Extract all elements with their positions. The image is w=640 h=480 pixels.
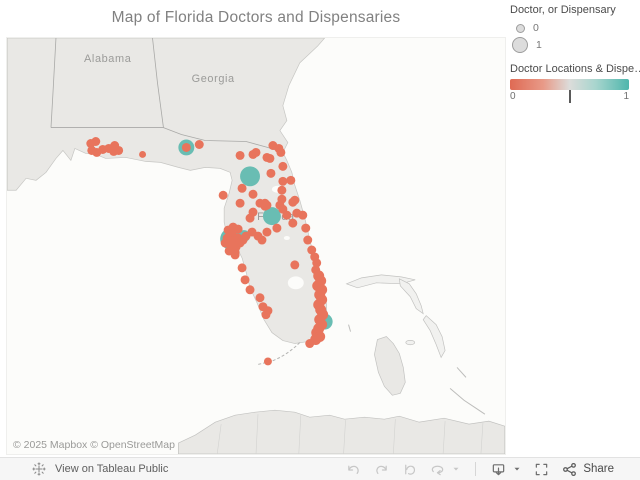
map-mark[interactable] xyxy=(235,150,245,160)
map-mark[interactable] xyxy=(240,166,260,187)
map-mark[interactable] xyxy=(305,339,315,349)
undo-icon[interactable] xyxy=(346,462,361,477)
map-mark[interactable] xyxy=(260,198,270,208)
view-on-tableau-link[interactable]: View on Tableau Public xyxy=(55,463,169,475)
color-gradient-scale: 0 1 xyxy=(510,90,629,104)
download-icon[interactable] xyxy=(491,462,506,477)
map-mark[interactable] xyxy=(262,207,281,226)
gradient-max-label: 1 xyxy=(623,91,629,102)
share-label: Share xyxy=(583,463,614,475)
map-mark[interactable] xyxy=(240,275,250,285)
toolbar-right: Share xyxy=(346,462,614,477)
map-attribution: © 2025 Mapbox © OpenStreetMap xyxy=(10,439,178,451)
map-mark[interactable] xyxy=(303,235,313,245)
viz-title: Map of Florida Doctors and Dispensaries xyxy=(111,9,401,26)
map-mark[interactable] xyxy=(218,190,228,200)
size-legend-label: 1 xyxy=(536,39,542,51)
bahamas-islands xyxy=(345,274,486,415)
replay-icon[interactable] xyxy=(402,462,417,477)
map-mark[interactable] xyxy=(139,150,147,158)
map-mark[interactable] xyxy=(266,168,276,178)
map-mark[interactable] xyxy=(255,293,265,303)
map-mark[interactable] xyxy=(298,210,308,220)
map-mark[interactable] xyxy=(235,198,245,208)
size-circle-small xyxy=(516,23,525,33)
map-mark[interactable] xyxy=(237,183,247,193)
map-mark[interactable] xyxy=(262,227,272,237)
map-mark[interactable] xyxy=(272,223,282,233)
download-caret-icon[interactable] xyxy=(513,465,521,473)
map-mark[interactable] xyxy=(290,195,300,205)
legend-panel: Doctor, or Dispensary 0 1 Doctor Locatio… xyxy=(508,2,640,104)
map-mark[interactable] xyxy=(301,223,311,233)
map-mark[interactable] xyxy=(251,147,261,157)
map-mark[interactable] xyxy=(290,260,300,270)
map-svg[interactable]: AlabamaGeorgiaFlorida xyxy=(7,38,505,454)
map-mark[interactable] xyxy=(248,189,258,199)
color-legend: Doctor Locations & Dispe… 0 1 xyxy=(508,63,640,104)
title-row: Map of Florida Doctors and Dispensaries xyxy=(0,0,512,36)
map-mark[interactable] xyxy=(288,218,298,228)
map-mark[interactable] xyxy=(286,175,296,185)
size-legend-item-0[interactable]: 0 xyxy=(512,20,638,36)
tableau-logo-icon xyxy=(32,461,47,477)
gradient-tick-mark xyxy=(569,90,571,103)
map-mark[interactable] xyxy=(261,310,271,320)
color-legend-title: Doctor Locations & Dispe… xyxy=(510,63,640,75)
map-mark[interactable] xyxy=(307,245,317,255)
map-mark[interactable] xyxy=(230,247,240,257)
map-mark[interactable] xyxy=(114,145,124,155)
size-legend-item-1[interactable]: 1 xyxy=(512,37,638,53)
map-mark[interactable] xyxy=(91,137,101,146)
size-legend-title: Doctor, or Dispensary xyxy=(510,4,616,16)
state-label-georgia: Georgia xyxy=(192,73,235,85)
map-mark[interactable] xyxy=(282,210,292,220)
size-circle-big xyxy=(512,37,528,53)
size-legend-label: 0 xyxy=(533,22,539,34)
map-mark[interactable] xyxy=(312,258,322,268)
map-mark[interactable] xyxy=(276,147,286,157)
map-mark[interactable] xyxy=(194,140,204,149)
map-mark[interactable] xyxy=(245,285,255,295)
map-mark[interactable] xyxy=(275,200,285,210)
map-mark[interactable] xyxy=(278,161,288,171)
cuba xyxy=(178,409,505,454)
map-mark[interactable] xyxy=(277,185,287,195)
mainland-landmass xyxy=(7,38,328,344)
gradient-min-label: 0 xyxy=(510,91,516,102)
share-icon xyxy=(562,462,577,477)
data-points-layer xyxy=(86,137,333,366)
share-button[interactable]: Share xyxy=(562,462,614,477)
map-mark[interactable] xyxy=(233,224,243,234)
fullscreen-icon[interactable] xyxy=(534,462,549,477)
tableau-toolbar: View on Tableau Public xyxy=(0,457,640,480)
map-mark[interactable] xyxy=(237,263,247,273)
replay-speed-caret-icon[interactable] xyxy=(452,465,460,473)
state-label-alabama: Alabama xyxy=(84,53,132,65)
toolbar-left[interactable]: View on Tableau Public xyxy=(32,461,169,477)
map-mark[interactable] xyxy=(220,238,230,248)
redo-icon[interactable] xyxy=(374,462,389,477)
refresh-icon[interactable] xyxy=(430,462,445,477)
map-mark[interactable] xyxy=(265,153,275,163)
map-mark[interactable] xyxy=(278,176,288,186)
map-mark[interactable] xyxy=(245,213,255,223)
toolbar-separator xyxy=(475,462,477,476)
color-gradient-bar[interactable] xyxy=(510,79,629,90)
map-mark[interactable] xyxy=(181,142,191,152)
map-mark[interactable] xyxy=(247,227,257,237)
map-canvas[interactable]: AlabamaGeorgiaFlorida © 2025 Mapbox © Op… xyxy=(6,37,506,455)
map-mark[interactable] xyxy=(263,357,272,366)
